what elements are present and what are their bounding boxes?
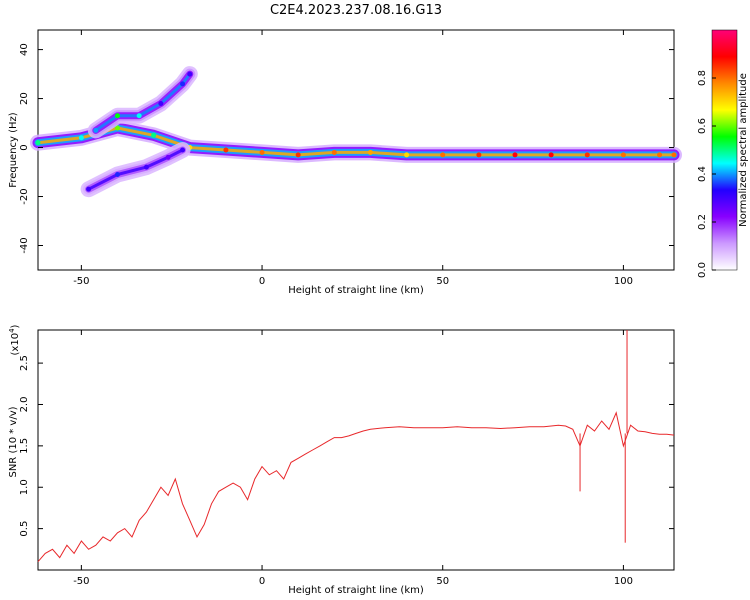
- snr-series-line: [37, 411, 675, 563]
- spectrogram-cell: [620, 152, 626, 158]
- spectrogram-cell: [136, 113, 142, 119]
- spectrogram-cell: [165, 154, 171, 160]
- spectrogram-cell: [78, 135, 84, 141]
- spectrogram-x-tick-label: 50: [436, 276, 449, 287]
- colorbar-label: Normalized spectral amplitude: [738, 73, 749, 227]
- snr-y-axis-label: SNR (10 * v/v): [8, 406, 19, 477]
- spectrogram-cell: [35, 140, 41, 146]
- spectrogram-cell: [404, 152, 410, 158]
- spectrogram-y-tick-label: 20: [19, 92, 30, 105]
- spectrogram-y-tick-label: 0: [19, 144, 30, 150]
- spectrogram-plot: -50 0 50 100 -40 -20 0 20 40 Height of straight…: [8, 29, 682, 296]
- spectrogram-cell: [584, 152, 590, 158]
- spectrogram-cell: [115, 113, 120, 119]
- spectrogram-cell: [548, 152, 554, 158]
- snr-y-tick-label: 1.0: [19, 479, 30, 495]
- spectrogram-cell: [151, 132, 157, 138]
- colorbar-tick-label: 0.6: [697, 118, 708, 134]
- spectrogram-cell: [143, 164, 149, 170]
- spectrogram-x-tick-label: -50: [73, 276, 89, 287]
- spectrogram-cell: [86, 186, 92, 192]
- spectrogram-y-ticks: -40 -20 0 20 40: [19, 43, 674, 254]
- spectrogram-cell: [367, 149, 373, 155]
- spectrogram-cell: [440, 152, 446, 158]
- colorbar-tick-label: 0.8: [697, 70, 708, 86]
- spectrogram-x-axis-label: Height of straight line (km): [288, 285, 424, 296]
- colorbar-ticks: 0.0 0.2 0.4 0.6 0.8: [697, 70, 716, 278]
- spectrogram-cell: [180, 147, 186, 153]
- snr-frame: [37, 329, 675, 571]
- snr-y-tick-label: 0.5: [19, 521, 30, 537]
- snr-y-scale-label: (x104): [8, 324, 21, 355]
- spectrogram-cell: [93, 127, 99, 133]
- spectrogram-cell: [331, 149, 337, 155]
- spectrogram-cell: [476, 152, 482, 158]
- snr-x-tick-label: 0: [259, 576, 265, 587]
- snr-x-ticks: -50 0 50 100: [73, 330, 633, 587]
- spectrogram-cell: [657, 152, 663, 158]
- colorbar-gradient: [711, 29, 738, 271]
- colorbar-tick-label: 0.0: [697, 262, 708, 278]
- spectrogram-y-axis-label: Frequency (Hz): [8, 112, 19, 188]
- snr-x-tick-label: 100: [614, 576, 633, 587]
- spectrogram-x-tick-label: 100: [614, 276, 633, 287]
- spectrogram-cell: [187, 71, 193, 77]
- colorbar: 0.0 0.2 0.4 0.6 0.8 Normalized spectral ampl…: [697, 29, 749, 278]
- snr-y-ticks: 0.5 1.0 1.5 2.0 2.5: [19, 355, 674, 537]
- snr-y-tick-label: 2.5: [19, 355, 30, 371]
- snr-x-tick-label: -50: [73, 576, 89, 587]
- spectrogram-cell: [115, 171, 120, 177]
- spectrogram-cell: [180, 81, 186, 87]
- spectrogram-cell: [512, 152, 518, 158]
- spectrogram-x-tick-label: 0: [259, 276, 265, 287]
- snr-y-tick-label: 2.0: [19, 397, 30, 413]
- snr-x-tick-label: 50: [436, 576, 449, 587]
- spectrogram-cell: [223, 147, 229, 153]
- figure-title: C2E4.2023.237.08.16.G13: [270, 3, 442, 18]
- spectrogram-y-tick-label: -40: [19, 237, 30, 253]
- spectrogram-x-ticks: -50 0 50 100: [73, 30, 633, 287]
- spectrogram-y-tick-label: -20: [19, 188, 30, 204]
- spectrogram-cell: [259, 149, 265, 155]
- snr-plot: -50 0 50 100 0.5 1.0 1.5 2.0 2.5 Height of stra…: [8, 324, 675, 596]
- spectrogram-cell: [671, 152, 677, 158]
- spectrogram-y-tick-label: 40: [19, 43, 30, 56]
- colorbar-tick-label: 0.2: [697, 214, 708, 230]
- colorbar-tick-label: 0.4: [697, 166, 708, 182]
- spectrogram-image: [30, 66, 682, 198]
- spectrogram-cell: [158, 100, 164, 106]
- snr-y-tick-label: 1.5: [19, 438, 30, 454]
- spectrogram-cell: [115, 125, 120, 131]
- spectrogram-cell: [295, 152, 301, 158]
- snr-x-axis-label: Height of straight line (km): [288, 585, 424, 596]
